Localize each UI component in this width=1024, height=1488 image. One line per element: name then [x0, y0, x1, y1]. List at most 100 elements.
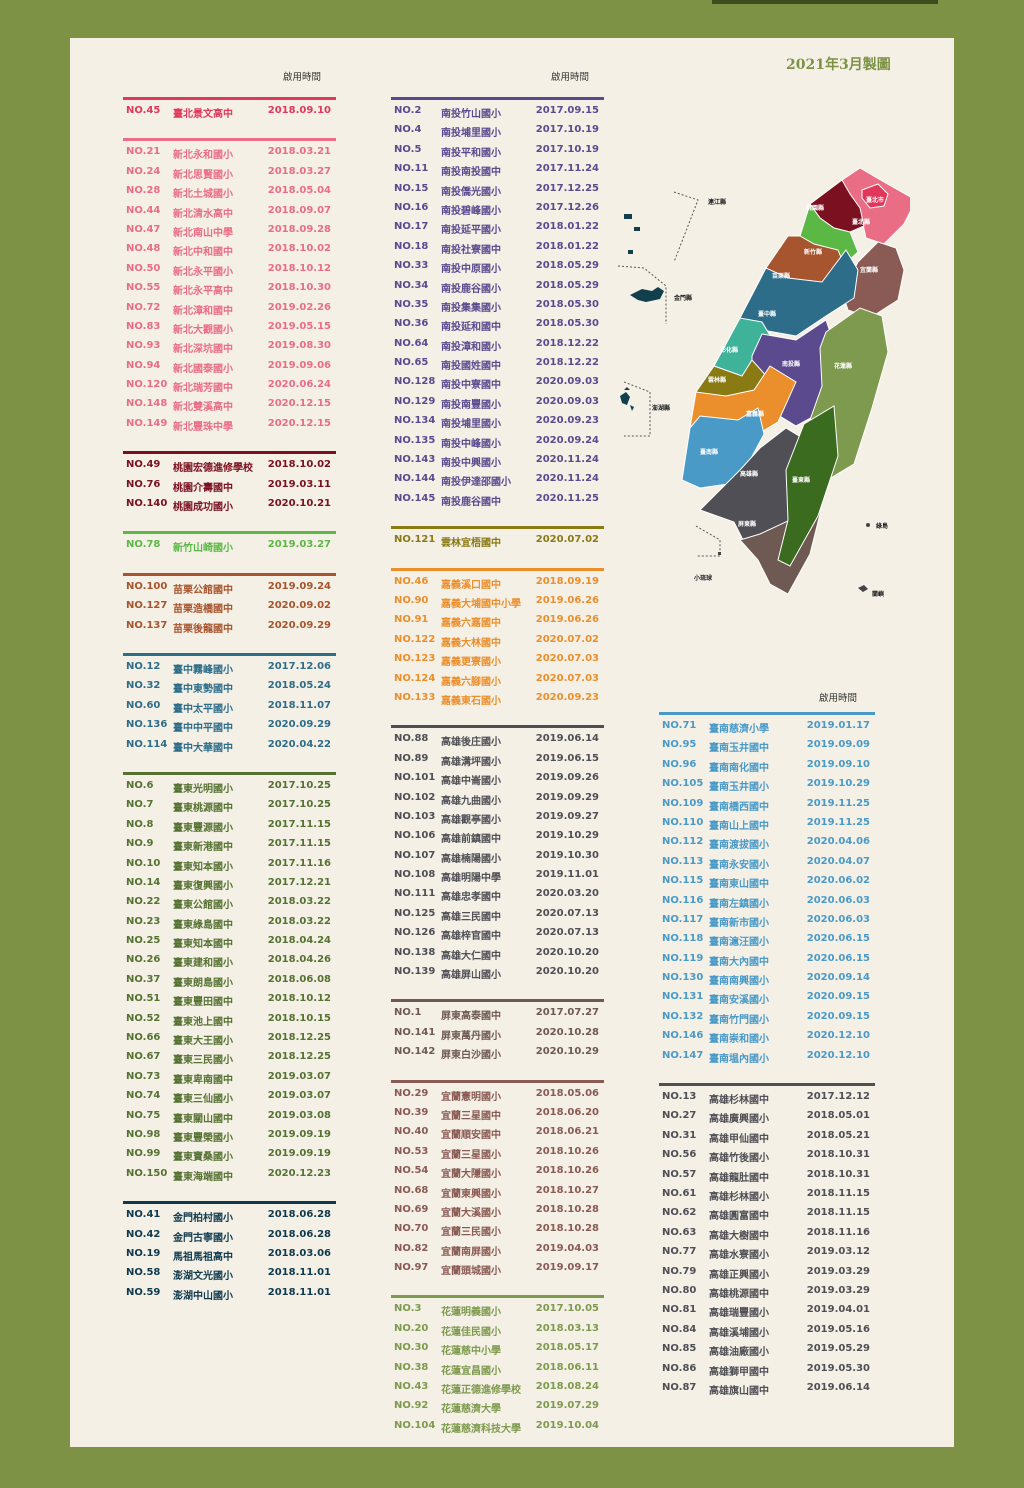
school-row: NO.89 高雄溝坪國小 2019.06.15 [391, 753, 604, 772]
school-number: NO.51 [126, 993, 161, 1005]
start-date: 2018.11.01 [267, 1267, 331, 1279]
start-date: 2019.03.27 [267, 539, 331, 551]
school-number: NO.114 [126, 738, 168, 750]
start-date: 2020.06.03 [806, 894, 870, 906]
school-number: NO.43 [394, 1381, 429, 1393]
school-row: NO.86 高雄獅甲國中 2019.05.30 [659, 1363, 875, 1382]
group-divider [123, 1201, 336, 1205]
school-row: NO.17 南投延平國小 2018.01.22 [391, 221, 604, 240]
penghu-islands [620, 387, 634, 411]
label-nantou: 南投縣 [782, 360, 800, 368]
start-date: 2020.12.10 [806, 1049, 870, 1061]
school-number: NO.144 [394, 473, 436, 485]
school-number: NO.111 [394, 888, 436, 900]
school-number: NO.146 [662, 1030, 704, 1042]
school-name: 金門古寧國小 [173, 1232, 233, 1244]
school-number: NO.34 [394, 279, 429, 291]
school-row: NO.137 苗栗後龍國中 2020.09.29 [123, 620, 336, 639]
label-miaoli: 苗栗縣 [772, 272, 790, 280]
school-number: NO.74 [126, 1090, 161, 1102]
school-name: 嘉義大林國中 [441, 637, 501, 649]
school-number: NO.10 [126, 857, 161, 869]
school-number: NO.15 [394, 182, 429, 194]
school-name: 南投埔里國小 [441, 419, 501, 431]
start-date: 2020.07.03 [535, 653, 599, 665]
start-date: 2020.09.14 [806, 972, 870, 984]
start-date: 2020.09.23 [535, 691, 599, 703]
start-date: 2018.12.22 [535, 337, 599, 349]
label-hualien: 花蓮縣 [834, 362, 852, 370]
school-name: 宜蘭東興國小 [441, 1188, 501, 1200]
school-number: NO.81 [662, 1304, 697, 1316]
school-name: 南投中興國小 [441, 458, 501, 470]
school-name: 臺東三民國小 [173, 1055, 233, 1067]
school-row: NO.139 高雄屏山國小 2020.10.20 [391, 966, 604, 985]
school-name: 澎湖中山國小 [173, 1290, 233, 1302]
school-name: 臺南左鎮國小 [709, 898, 769, 910]
school-name: 南投僑光國小 [441, 186, 501, 198]
school-number: NO.13 [662, 1091, 697, 1103]
school-row: NO.94 新北國泰國小 2019.09.06 [123, 360, 336, 379]
school-row: NO.9 臺東新港國中 2017.11.15 [123, 838, 336, 857]
school-name: 宜蘭憲明國小 [441, 1091, 501, 1103]
school-row: NO.3 花蓮明義國小 2017.10.05 [391, 1303, 604, 1322]
school-name: 臺南滬汪國小 [709, 937, 769, 949]
page-title: 2021年3月製圖 [786, 57, 891, 73]
school-row: NO.88 高雄後庄國小 2019.06.14 [391, 733, 604, 752]
school-number: NO.41 [126, 1209, 161, 1221]
school-row: NO.43 花蓮正德進修學校 2018.08.24 [391, 1381, 604, 1400]
school-number: NO.93 [126, 340, 161, 352]
start-date: 2017.10.19 [535, 143, 599, 155]
school-row: NO.37 臺東朗島國小 2018.06.08 [123, 974, 336, 993]
school-row: NO.106 高雄前鎮國中 2019.10.29 [391, 830, 604, 849]
xiaoliuqiu-callout-line [695, 525, 721, 557]
school-name: 臺東綠島國中 [173, 919, 233, 931]
school-number: NO.87 [662, 1381, 697, 1393]
school-number: NO.105 [662, 778, 704, 790]
school-number: NO.101 [394, 772, 436, 784]
school-row: NO.99 臺東寶桑國小 2019.09.19 [123, 1148, 336, 1167]
school-number: NO.39 [394, 1106, 429, 1118]
school-row: NO.127 苗栗造橋國中 2020.09.02 [123, 600, 336, 619]
school-name: 臺中大華國中 [173, 742, 233, 754]
school-name: 南投南豐國小 [441, 399, 501, 411]
school-number: NO.115 [662, 875, 704, 887]
school-number: NO.7 [126, 799, 154, 811]
school-row: NO.34 南投鹿谷國小 2018.05.29 [391, 280, 604, 299]
start-date: 2019.09.09 [806, 739, 870, 751]
start-date: 2020.04.06 [806, 836, 870, 848]
school-row: NO.12 臺中霧峰國小 2017.12.06 [123, 661, 336, 680]
school-number: NO.61 [662, 1187, 697, 1199]
start-date: 2019.05.30 [806, 1362, 870, 1374]
school-row: NO.123 嘉義更寮國小 2020.07.03 [391, 653, 604, 672]
school-name: 宜蘭大溪國小 [441, 1207, 501, 1219]
school-row: NO.8 臺東豐源國小 2017.11.15 [123, 819, 336, 838]
school-number: NO.128 [394, 376, 436, 388]
school-row: NO.124 嘉義六腳國小 2020.07.03 [391, 673, 604, 692]
school-number: NO.27 [662, 1110, 697, 1122]
school-number: NO.69 [394, 1203, 429, 1215]
start-date: 2018.10.12 [267, 262, 331, 274]
school-number: NO.119 [662, 952, 704, 964]
school-row: NO.28 新北土城國小 2018.05.04 [123, 185, 336, 204]
start-date: 2019.09.19 [267, 1128, 331, 1140]
school-row: NO.117 臺南新市國小 2020.06.03 [659, 914, 875, 933]
school-name: 臺東海端國中 [173, 1171, 233, 1183]
school-row: NO.146 臺南崇和國小 2020.12.10 [659, 1030, 875, 1049]
school-name: 馬祖馬祖高中 [173, 1251, 233, 1263]
school-row: NO.90 嘉義大埔國中小學 2019.06.26 [391, 595, 604, 614]
school-number: NO.49 [126, 459, 161, 471]
school-number: NO.108 [394, 869, 436, 881]
school-row: NO.115 臺南東山國中 2020.06.02 [659, 875, 875, 894]
county-group: NO.1 屏東高泰國中 2017.07.27 NO.141 屏東萬丹國小 2020.10.… [391, 999, 604, 1065]
school-number: NO.30 [394, 1342, 429, 1354]
school-name: 苗栗公館國中 [173, 584, 233, 596]
label-taipei: 臺北市 [866, 196, 884, 204]
school-row: NO.125 高雄三民國中 2020.07.13 [391, 908, 604, 927]
school-name: 臺南橋西國中 [709, 801, 769, 813]
school-number: NO.65 [394, 357, 429, 369]
school-name: 高雄龍肚國中 [709, 1172, 769, 1184]
school-list-column-2: NO.2 南投竹山國小 2017.09.15 NO.4 南投埔里國小 2017.10.19… [391, 97, 604, 1439]
school-row: NO.144 南投伊達邵國小 2020.11.24 [391, 473, 604, 492]
school-row: NO.129 南投南豐國小 2020.09.03 [391, 396, 604, 415]
